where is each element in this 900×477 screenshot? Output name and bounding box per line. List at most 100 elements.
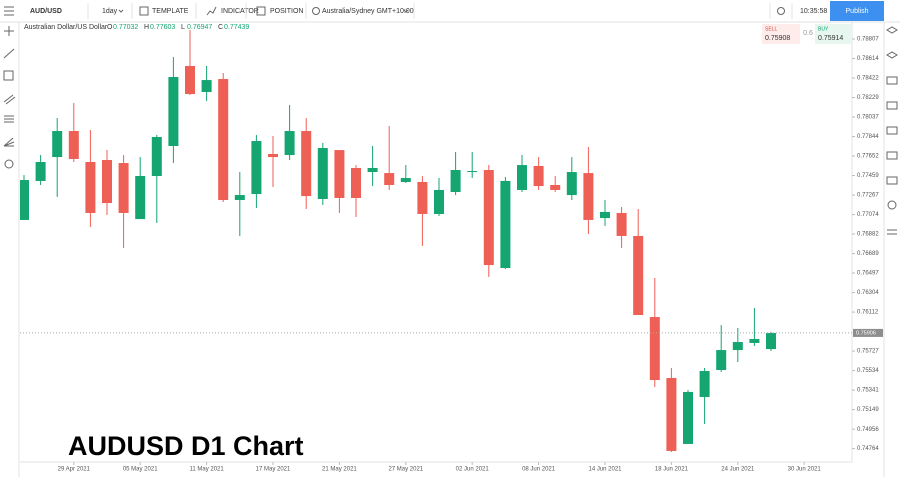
ohlc-label: L [181, 24, 185, 31]
chart-title: AUDUSD D1 Chart [68, 431, 304, 461]
last-price-label: 0.75906 [856, 330, 876, 336]
candle-body [384, 173, 395, 186]
candle-body [467, 171, 478, 173]
candle-body [218, 79, 229, 201]
symbol[interactable]: AUD/USD [30, 8, 62, 15]
candle-body [102, 159, 112, 204]
publish-label[interactable]: Publish [846, 8, 869, 15]
y-tick-label: 0.78422 [857, 76, 879, 82]
y-tick-label: 0.78807 [857, 37, 879, 43]
position-icon [256, 6, 266, 16]
candle-body [118, 163, 129, 213]
x-tick-label: 05 May 2021 [123, 467, 158, 473]
ohlc-legend: O 0.77032 H 0.77603 L 0.76947 C 0.77439 [107, 24, 249, 31]
candle-body [699, 371, 710, 397]
y-tick-label: 0.78037 [857, 115, 879, 121]
menu-icon[interactable] [4, 6, 14, 16]
y-tick-label: 0.75149 [857, 407, 879, 413]
y-tick-label: 0.75727 [857, 349, 879, 355]
x-tick-label: 08 Jun 2021 [522, 467, 556, 473]
y-tick-label: 0.74764 [857, 446, 879, 452]
drawing-toolbar [3, 26, 16, 169]
panel-icon[interactable] [886, 126, 898, 135]
candle-body [20, 180, 29, 220]
rect-tool[interactable] [3, 70, 14, 81]
spread: 0.6 [803, 30, 813, 37]
indicator-button[interactable]: INDICATOR [221, 8, 259, 15]
publish-button[interactable] [830, 1, 884, 21]
y-tick-label: 0.75534 [857, 368, 879, 374]
buy-box[interactable] [815, 24, 851, 44]
ohlc-value: 0.77603 [150, 24, 175, 31]
candle-body [151, 136, 162, 176]
y-tick-label: 0.77844 [857, 134, 879, 140]
y-tick-label: 0.75341 [857, 388, 879, 394]
x-tick-label: 24 Jun 2021 [721, 467, 755, 473]
candle-body [732, 342, 743, 351]
candle-body [450, 170, 461, 192]
candle-body [400, 178, 411, 182]
y-tick-label: 0.78614 [857, 56, 879, 62]
sell-price[interactable]: 0.75908 [765, 35, 790, 42]
y-tick-label: 0.77267 [857, 193, 879, 199]
instrument-name: Australian Dollar/US Dollar [24, 24, 108, 31]
panel-icon[interactable] [886, 101, 898, 110]
candle-body [268, 154, 278, 158]
candle-body [666, 378, 677, 451]
interval[interactable]: 1day [102, 8, 118, 15]
user-icon[interactable] [887, 200, 897, 210]
panel-icon[interactable] [886, 176, 898, 185]
sell-label[interactable]: SELL [765, 26, 777, 32]
ohlc-label: O [107, 24, 113, 31]
y-tick-label: 0.76112 [857, 310, 879, 316]
timezone[interactable]: Australia/Sydney GMT+10:00 [322, 8, 414, 15]
y-tick-label: 0.78229 [857, 95, 879, 101]
candle-body [766, 333, 776, 350]
candle-body [683, 391, 693, 444]
globe-icon [312, 7, 320, 15]
buy-label[interactable]: BUY [818, 26, 829, 32]
buy-price[interactable]: 0.75914 [818, 35, 843, 42]
y-tick-label: 0.77459 [857, 173, 879, 179]
line-tool[interactable] [3, 48, 15, 59]
candle-body [135, 175, 146, 220]
y-tick-label: 0.76497 [857, 271, 879, 277]
x-tick-label: 29 Apr 2021 [58, 467, 91, 473]
candle-body [85, 162, 96, 213]
fan-tool[interactable] [3, 137, 15, 147]
candle-body [301, 131, 312, 197]
y-tick-label: 0.77074 [857, 212, 879, 218]
candle-body [317, 148, 328, 199]
candle-body [533, 165, 544, 187]
candle-body [483, 170, 494, 266]
sell-box[interactable] [762, 24, 800, 44]
candle-body [517, 165, 527, 190]
candle-body [168, 77, 179, 147]
template-button[interactable]: TEMPLATE [152, 8, 189, 15]
x-tick-label: 18 Jun 2021 [655, 467, 689, 473]
ohlc-value: 0.76947 [187, 24, 212, 31]
candle-body [500, 180, 511, 268]
crosshair-tool[interactable] [4, 26, 14, 36]
position-button[interactable]: POSITION [270, 8, 303, 15]
marker-tool[interactable] [4, 159, 14, 169]
top-bar [0, 0, 900, 22]
candle-body [749, 339, 760, 343]
layers-icon[interactable] [886, 51, 898, 59]
ohlc-value: 0.77032 [113, 24, 138, 31]
last-price-tag [853, 328, 883, 337]
panel-icon[interactable] [886, 76, 898, 85]
list-icon[interactable] [887, 229, 897, 235]
candle-body [434, 189, 444, 214]
channel-tool[interactable] [3, 94, 16, 105]
x-tick-label: 11 May 2021 [189, 467, 224, 473]
x-tick-label: 21 May 2021 [322, 467, 357, 473]
template-icon [139, 6, 149, 16]
candles [20, 30, 776, 452]
ohlc-value: 0.77439 [224, 24, 249, 31]
y-tick-label: 0.76882 [857, 232, 879, 238]
fib-tool[interactable] [4, 115, 14, 123]
layers-icon[interactable] [886, 26, 898, 34]
panel-icon[interactable] [886, 151, 898, 160]
settings-icon[interactable] [777, 7, 785, 15]
